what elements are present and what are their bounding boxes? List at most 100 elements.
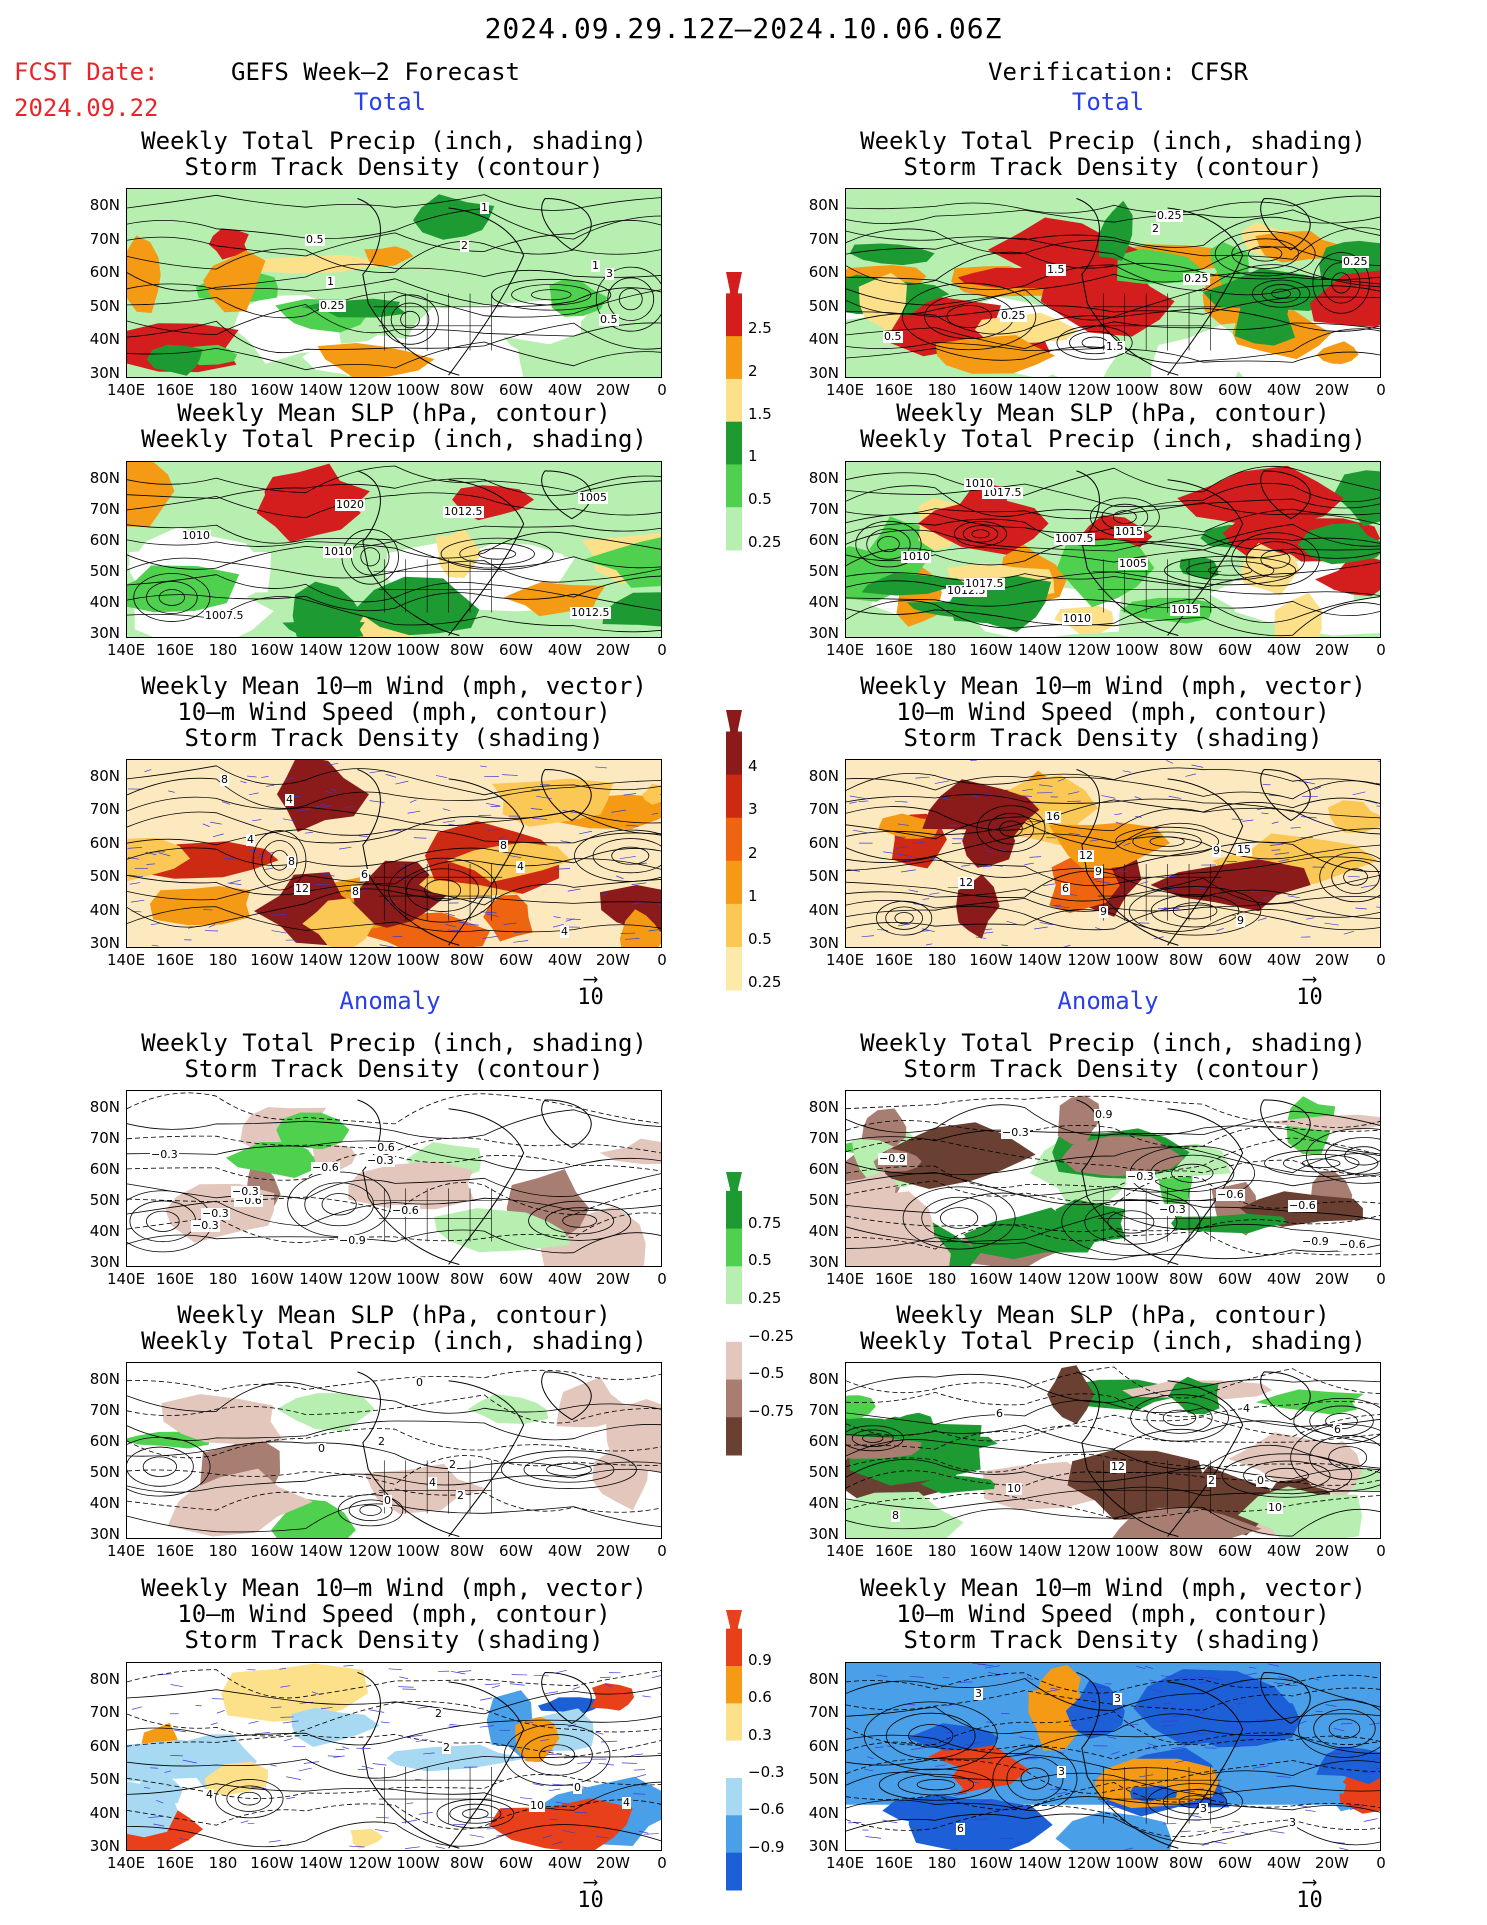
wind-vector: [980, 1799, 993, 1803]
oa-slp-precip-title-line: Weekly Total Precip (inch, shading): [860, 1327, 1366, 1355]
wind-vector: [361, 1765, 374, 1770]
closed-contour: [1312, 252, 1370, 314]
lon-label: 160E: [155, 641, 195, 659]
wind-vector: [865, 1836, 882, 1839]
colorbar-label: 0.9: [748, 1651, 772, 1669]
contour-label: −0.9: [1301, 1235, 1330, 1248]
section-total-right: Total: [1071, 88, 1145, 116]
lat-label: 30N: [808, 364, 839, 382]
shaded-area: [127, 235, 161, 313]
wind-vector: [179, 1838, 190, 1841]
contour-label: 2: [460, 239, 469, 252]
closed-contour: [851, 1429, 894, 1448]
lat-label: 70N: [808, 500, 839, 518]
wind-vector: [270, 914, 287, 916]
contour-line: [127, 1135, 661, 1154]
contour-label: 1010: [1062, 612, 1092, 625]
wind-vector: [985, 850, 993, 853]
lon-label: 180: [208, 951, 238, 969]
lon-label: 40W: [548, 381, 582, 399]
wind-vector: [1179, 1676, 1195, 1680]
lon-label: 160W: [250, 641, 294, 659]
wind-vector: [1305, 1809, 1316, 1812]
wind-vector: [643, 1833, 659, 1835]
lon-label: 120W: [348, 1542, 392, 1560]
wind-vector: [1026, 1676, 1034, 1681]
contour-line: [846, 1211, 1380, 1243]
contour-line: [127, 289, 661, 319]
wind-vector: [1050, 1688, 1058, 1690]
wind-vector: [1013, 1841, 1023, 1845]
closed-contour: [971, 529, 990, 539]
wind-vector: [915, 776, 930, 779]
contour-line: [846, 1171, 1380, 1197]
contour-line: [127, 1182, 661, 1216]
lon-label: 80W: [450, 1854, 484, 1872]
wind-vector: [530, 808, 543, 810]
shaded-area: [302, 898, 374, 947]
contour-line: [846, 547, 1380, 567]
contour-line: [127, 828, 661, 846]
shaded-area: [918, 499, 1049, 555]
wind-vector: [395, 780, 409, 785]
shaded-area: [488, 1798, 633, 1850]
wind-vector: [145, 851, 157, 856]
closed-contour: [1328, 1718, 1361, 1739]
lon-label: 0: [657, 1542, 667, 1560]
closed-contour: [436, 1799, 515, 1829]
wind-vector: [327, 1755, 341, 1757]
lon-label: 80W: [1169, 381, 1203, 399]
lon-label: 120W: [348, 641, 392, 659]
wind-vector: [270, 1764, 277, 1767]
wind-vector: [898, 923, 911, 927]
wind-vector: [1184, 1789, 1196, 1793]
wind-vector: [1248, 1666, 1257, 1669]
colorbar-segment: [726, 817, 742, 862]
wind-vector: [1216, 927, 1224, 932]
wind-vector: [565, 918, 575, 922]
contour-line: [846, 909, 1380, 932]
wind-vector: [572, 1686, 580, 1690]
closed-contour: [1231, 532, 1320, 587]
wind-vector: [1161, 1724, 1176, 1727]
shaded-area: [861, 573, 968, 596]
lat-label: 70N: [808, 230, 839, 248]
lon-label: 140E: [106, 951, 146, 969]
lon-label: 180: [208, 1270, 238, 1288]
wind-vector: [485, 1683, 501, 1686]
shaded-area: [846, 1395, 876, 1419]
wind-vector: [1022, 788, 1033, 792]
wind-vector: [895, 846, 908, 849]
contour-label: −0.3: [201, 1207, 230, 1220]
shaded-area: [467, 1394, 549, 1424]
closed-contour: [1132, 831, 1202, 852]
contour-label: −0.3: [150, 1148, 179, 1161]
contour-line: [127, 1109, 661, 1139]
contour-line: [127, 1821, 661, 1848]
wind-vector: [450, 1670, 466, 1675]
lat-label: 60N: [808, 263, 839, 281]
contour-label: 3: [605, 267, 614, 280]
contour-line: [846, 897, 1380, 919]
lat-label: 40N: [89, 1494, 120, 1512]
contour-label: 0: [383, 1494, 392, 1507]
lon-label: 180: [927, 381, 957, 399]
closed-contour: [145, 1210, 180, 1232]
contour-label: 1010: [323, 545, 353, 558]
lat-label: 30N: [89, 1837, 120, 1855]
wind-vector: [143, 1787, 151, 1789]
wind-vector: [158, 852, 171, 857]
wind-vector: [130, 899, 145, 903]
wind-vector: [1287, 895, 1300, 899]
wind-vector: [286, 1796, 296, 1800]
contour-label: 1: [480, 201, 489, 214]
lon-label: 40W: [548, 951, 582, 969]
fc-precip-storm-title-line: Storm Track Density (contour): [184, 153, 604, 181]
shaded-area: [276, 760, 369, 832]
lon-label: 160E: [874, 1542, 914, 1560]
colorbar-label: 2: [748, 362, 758, 380]
wind-vector: [251, 1786, 267, 1789]
wind-vector: [144, 769, 152, 772]
wind-vector: [1171, 1746, 1185, 1750]
closed-contour: [237, 1791, 261, 1806]
